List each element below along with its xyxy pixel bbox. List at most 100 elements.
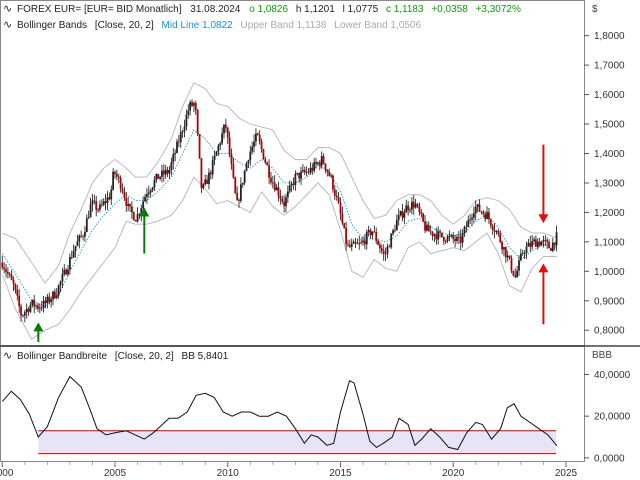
candle-body <box>142 201 145 209</box>
candle-body <box>495 231 498 232</box>
candle-body <box>360 242 363 244</box>
candle-body <box>215 151 218 156</box>
candle-body <box>433 234 436 236</box>
candle-body <box>448 236 451 237</box>
candle-body <box>31 299 34 305</box>
candle-body <box>315 162 317 164</box>
candle-body <box>292 183 295 185</box>
lower-band-label: Lower Band 1,0506 <box>334 20 421 31</box>
bbw-menu-icon[interactable]: ∿ <box>3 350 12 362</box>
candle-body <box>157 173 160 179</box>
candle-body <box>330 175 332 177</box>
low-label: l 1,0775 <box>343 4 379 15</box>
candle-body <box>476 204 479 207</box>
candle-body <box>285 197 287 207</box>
candle-body <box>132 212 135 221</box>
candle-body <box>23 312 26 316</box>
candle-body <box>504 247 507 258</box>
candle-body <box>194 103 197 110</box>
candle-body <box>78 235 81 242</box>
candle-body <box>127 203 130 206</box>
candle-body <box>104 201 107 204</box>
main-panel-frame <box>0 0 585 346</box>
candle-body <box>8 273 11 275</box>
candle-body <box>129 203 131 207</box>
candle-body <box>441 232 443 237</box>
candle-body <box>110 189 113 200</box>
candle-body <box>348 245 351 247</box>
candle-body <box>457 236 460 238</box>
price-axis-label: 0,9000 <box>594 296 625 307</box>
candle-body <box>377 240 379 245</box>
candle-body <box>85 218 88 233</box>
candle-body <box>37 305 39 309</box>
candle-body <box>70 257 73 258</box>
candle-body <box>326 169 329 172</box>
candle-body <box>6 272 9 274</box>
candle-body <box>523 253 526 254</box>
candle-body <box>305 171 308 173</box>
candle-body <box>403 212 406 218</box>
candle-body <box>95 201 98 210</box>
candle-body <box>211 159 214 175</box>
candle-body <box>131 206 133 213</box>
candle-body <box>435 234 438 240</box>
candle-body <box>226 127 229 138</box>
candle-body <box>12 279 15 285</box>
annotation-arrows-group <box>33 144 549 342</box>
date-label: 31.08.2024 <box>190 4 240 15</box>
candle-body <box>347 244 349 246</box>
red-arrow-down-head <box>538 214 549 224</box>
candle-body <box>253 141 255 147</box>
candle-body <box>454 238 456 241</box>
candle-body <box>164 169 167 175</box>
candle-body <box>313 162 316 171</box>
candle-body <box>439 231 441 233</box>
bandwidth-line-group <box>1 375 558 451</box>
candle-body <box>337 197 340 203</box>
candle-body <box>162 170 165 175</box>
candle-body <box>303 170 306 173</box>
candle-body <box>300 171 302 179</box>
candle-body <box>324 163 327 170</box>
candle-body <box>219 143 222 146</box>
candle-body <box>112 171 115 190</box>
candle-body <box>80 235 83 237</box>
candle-body <box>446 236 449 242</box>
candle-body <box>279 195 282 199</box>
chart-menu-icon[interactable]: ∿ <box>3 3 12 15</box>
price-axis-label: 1,7000 <box>594 61 625 72</box>
candle-body <box>236 193 239 201</box>
candle-body <box>367 229 370 233</box>
candle-body <box>76 241 79 247</box>
candle-body <box>527 242 530 247</box>
candle-body <box>352 241 355 244</box>
indicator-menu-icon[interactable]: ∿ <box>3 19 12 31</box>
candle-body <box>114 171 116 174</box>
candle-body <box>185 114 188 127</box>
price-axis-label: 0,8000 <box>594 326 625 337</box>
candle-body <box>294 173 297 185</box>
candle-body <box>538 241 541 246</box>
candle-body <box>550 248 552 251</box>
candle-body <box>42 300 45 308</box>
candle-body <box>108 197 111 200</box>
candle-body <box>67 269 69 275</box>
candle-body <box>482 212 485 215</box>
candle-body <box>65 269 68 275</box>
candle-body <box>401 211 404 218</box>
candle-body <box>144 196 146 202</box>
candle-body <box>369 229 372 236</box>
candle-body <box>176 141 178 153</box>
candle-body <box>89 204 92 218</box>
candle-body <box>540 241 543 246</box>
candle-body <box>140 208 143 215</box>
candle-body <box>510 257 513 271</box>
candle-body <box>159 176 161 179</box>
candle-body <box>465 226 468 228</box>
time-axis-label: 2000 <box>0 468 14 479</box>
candle-body <box>268 165 270 178</box>
candle-body <box>493 229 496 232</box>
candle-body <box>264 159 267 163</box>
candle-body <box>232 164 235 178</box>
